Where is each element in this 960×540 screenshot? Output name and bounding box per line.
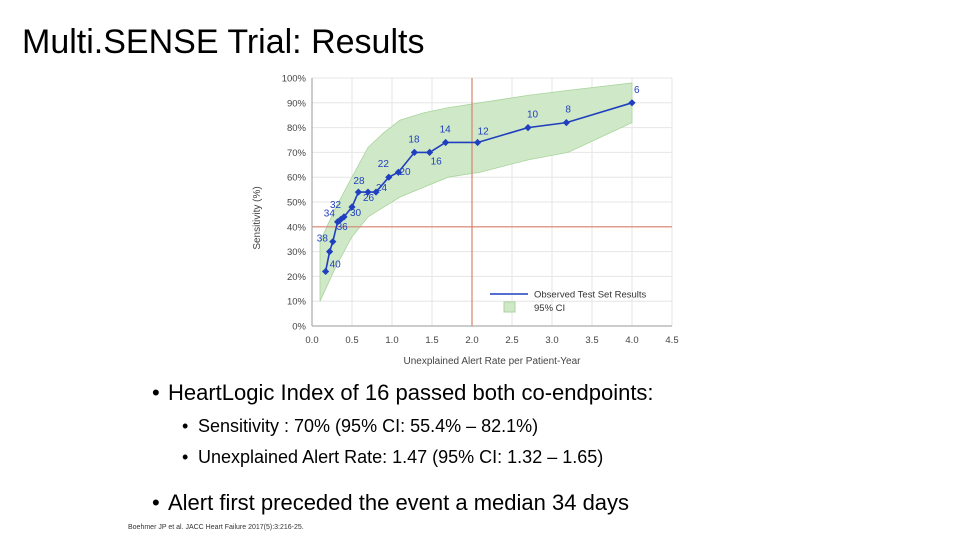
point-label: 32	[330, 200, 342, 211]
point-label: 20	[399, 167, 411, 178]
point-label: 28	[353, 176, 365, 187]
sub-bullet-2: • Unexplained Alert Rate: 1.47 (95% CI: …	[182, 447, 654, 468]
legend-band-swatch	[503, 301, 516, 313]
x-tick-label: 2.5	[505, 335, 518, 346]
y-tick-label: 20%	[287, 272, 307, 283]
point-label: 12	[478, 126, 490, 137]
bullet-1: • HeartLogic Index of 16 passed both co-…	[152, 380, 654, 406]
sub-bullet-1: • Sensitivity : 70% (95% CI: 55.4% – 82.…	[182, 416, 654, 437]
point-label: 24	[376, 183, 388, 194]
x-tick-label: 3.5	[585, 335, 598, 346]
point-label: 38	[317, 234, 329, 245]
point-label: 34	[324, 208, 336, 219]
point-label: 22	[378, 159, 390, 170]
y-tick-label: 100%	[282, 74, 307, 85]
point-label: 14	[440, 124, 452, 135]
x-tick-label: 2.0	[465, 335, 478, 346]
data-point	[385, 173, 393, 181]
point-label: 26	[363, 193, 375, 204]
sub-bullet-1-text: Sensitivity : 70% (95% CI: 55.4% – 82.1%…	[198, 416, 539, 436]
y-tick-label: 50%	[287, 198, 307, 209]
y-tick-label: 80%	[287, 123, 307, 134]
ci-band	[319, 82, 633, 302]
y-tick-label: 10%	[287, 297, 307, 308]
bullet-dot: •	[152, 490, 160, 515]
slide-title: Multi.SENSE Trial: Results	[22, 23, 425, 61]
data-point	[524, 124, 532, 132]
legend: Observed Test Set Results 95% CI	[490, 290, 647, 314]
data-point	[562, 119, 570, 127]
y-tick-label: 40%	[287, 222, 307, 233]
x-tick-label: 1.0	[385, 335, 398, 346]
bullet-1-text: HeartLogic Index of 16 passed both co-en…	[168, 380, 654, 405]
reference-lines	[312, 78, 672, 326]
data-point	[372, 188, 380, 196]
y-tick-label: 90%	[287, 98, 307, 109]
y-tick-label: 70%	[287, 148, 307, 159]
bullet-dot: •	[152, 380, 160, 405]
data-point	[628, 99, 636, 107]
footnote: Boehmer JP et al. JACC Heart Failure 201…	[128, 524, 304, 531]
sub-bullet-2-text: Unexplained Alert Rate: 1.47 (95% CI: 1.…	[198, 447, 604, 467]
bullet-2: • Alert first preceded the event a media…	[152, 490, 654, 516]
data-point	[364, 188, 372, 196]
x-tick-label: 3.0	[545, 335, 558, 346]
point-label: 6	[634, 85, 640, 96]
point-label: 8	[565, 105, 571, 116]
legend-label-observed: Observed Test Set Results	[534, 290, 647, 301]
legend-label-ci: 95% CI	[534, 303, 565, 314]
point-label: 10	[527, 110, 539, 121]
point-label: 18	[408, 134, 420, 145]
data-point	[340, 213, 348, 221]
x-tick-label: 4.0	[625, 335, 638, 346]
point-label: 40	[330, 259, 342, 270]
axes: 0% 10% 20% 30% 40% 50% 60% 70% 80% 90% 100% 0.0 0.5 1…	[282, 74, 679, 347]
x-tick-label: 0.5	[345, 335, 358, 346]
bullet-dot: •	[182, 447, 189, 467]
point-label: 16	[431, 156, 443, 167]
point-label: 30	[350, 208, 362, 219]
data-point	[348, 203, 356, 211]
sensitivity-chart: 0% 10% 20% 30% 40% 50% 60% 70% 80% 90% 100% 0.0 0.5 1…	[252, 74, 679, 368]
y-tick-label: 30%	[287, 247, 307, 258]
bullet-list: • HeartLogic Index of 16 passed both co-…	[152, 380, 654, 516]
x-tick-label: 0.0	[305, 335, 318, 346]
x-tick-label: 1.5	[425, 335, 438, 346]
y-tick-label: 60%	[287, 173, 307, 184]
x-axis-label: Unexplained Alert Rate per Patient-Year	[404, 356, 582, 367]
y-tick-label: 0%	[292, 322, 306, 333]
bullet-2-text: Alert first preceded the event a median …	[168, 490, 630, 515]
y-axis-label: Sensitivity (%)	[252, 186, 263, 249]
x-tick-label: 4.5	[665, 335, 678, 346]
bullet-dot: •	[182, 416, 189, 436]
point-label: 36	[337, 222, 349, 233]
